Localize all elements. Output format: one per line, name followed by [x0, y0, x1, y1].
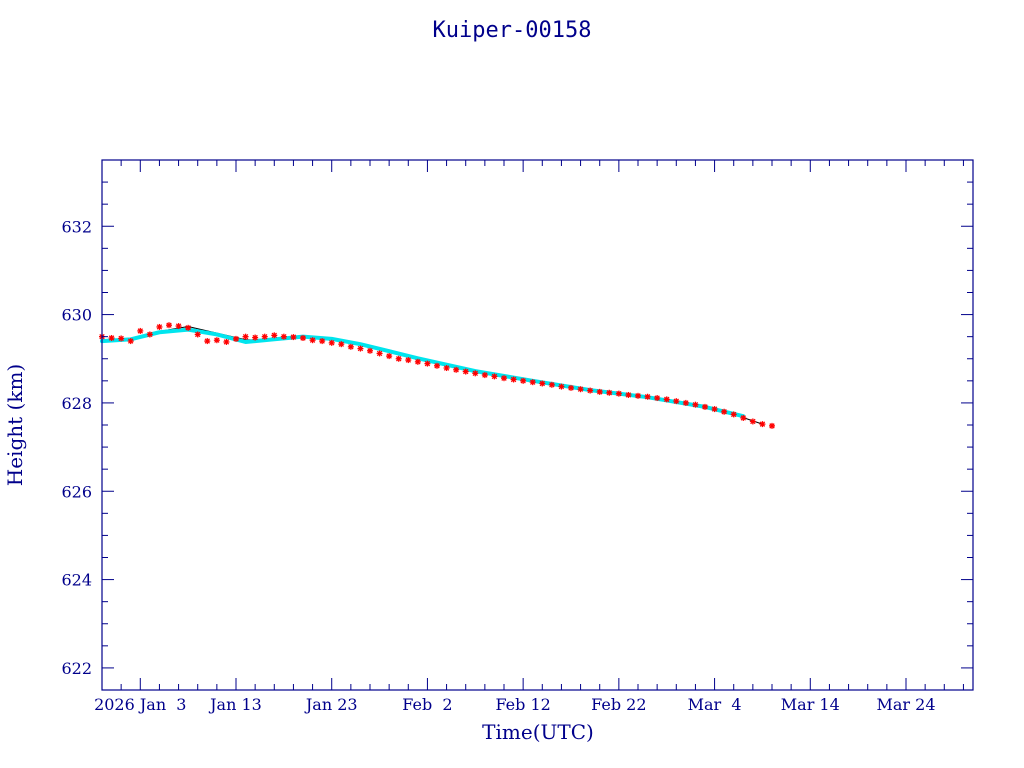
data-point — [472, 370, 479, 377]
data-point — [769, 422, 775, 429]
data-point — [635, 392, 641, 399]
data-point — [242, 333, 249, 340]
data-point — [606, 389, 613, 396]
y-tick-label: 622 — [61, 659, 92, 678]
data-point — [615, 390, 622, 397]
x-axis-label: Time(UTC) — [482, 720, 594, 744]
data-point — [501, 375, 507, 382]
trace-line — [100, 327, 746, 419]
x-tick-label: Mar 24 — [876, 695, 935, 714]
data-point — [166, 322, 172, 329]
data-point — [663, 396, 670, 403]
data-point — [338, 341, 345, 348]
chart-title: Kuiper-00158 — [433, 18, 592, 43]
data-point — [711, 406, 718, 413]
data-point — [300, 334, 306, 341]
data-point — [347, 343, 354, 350]
data-point — [759, 421, 766, 428]
data-point — [414, 358, 421, 365]
plot-area — [99, 322, 775, 429]
data-point — [127, 338, 134, 345]
x-tick-label: Mar 14 — [781, 695, 840, 714]
data-point — [596, 388, 603, 395]
data-point — [233, 335, 239, 342]
data-point — [376, 350, 383, 357]
data-point — [529, 379, 536, 386]
x-tick-label: Feb 12 — [495, 695, 550, 714]
data-point — [319, 338, 326, 345]
data-point — [740, 414, 747, 421]
y-tick-label: 624 — [61, 571, 92, 590]
data-point — [587, 387, 594, 394]
data-point — [548, 381, 555, 388]
data-point — [625, 391, 632, 398]
x-tick-label: Feb 22 — [591, 695, 646, 714]
data-point — [721, 408, 728, 415]
data-point — [386, 353, 393, 360]
data-point — [568, 384, 574, 391]
data-point — [702, 403, 708, 410]
x-tick-label: Jan 13 — [208, 695, 262, 714]
data-point — [462, 368, 469, 375]
data-point — [644, 393, 651, 400]
data-point — [328, 339, 335, 346]
data-point — [673, 398, 680, 405]
data-point — [194, 331, 201, 338]
data-point — [146, 331, 153, 338]
data-point — [558, 383, 565, 390]
data-point — [491, 373, 498, 380]
data-point — [108, 334, 115, 341]
data-point — [424, 360, 431, 367]
data-point — [252, 334, 259, 341]
data-point — [118, 335, 125, 342]
data-point — [682, 399, 689, 406]
data-point — [434, 362, 440, 369]
data-point — [510, 376, 517, 383]
y-tick-label: 630 — [61, 306, 92, 325]
y-tick-label: 632 — [61, 217, 92, 236]
data-point — [280, 333, 287, 340]
data-point — [730, 411, 737, 418]
y-axis-label: Height (km) — [3, 364, 27, 486]
data-point — [137, 327, 144, 334]
data-point — [481, 372, 488, 379]
data-point — [367, 347, 373, 354]
x-tick-label: Feb 2 — [402, 695, 452, 714]
data-point — [749, 418, 756, 425]
y-tick-label: 626 — [61, 482, 92, 501]
plot-frame — [101, 159, 974, 691]
data-point — [692, 401, 699, 408]
data-point — [405, 357, 412, 364]
data-point — [271, 332, 278, 339]
fit-line — [101, 325, 763, 425]
data-point — [539, 380, 546, 387]
x-tick-label: 2026 Jan 3 — [94, 695, 186, 714]
data-point — [577, 386, 584, 393]
data-point — [223, 338, 230, 345]
y-tick-label: 628 — [61, 394, 92, 413]
x-tick-label: Jan 23 — [304, 695, 358, 714]
x-tick-label: Mar 4 — [688, 695, 742, 714]
data-point — [395, 355, 402, 362]
data-point — [261, 333, 268, 340]
data-point — [204, 338, 211, 345]
data-point — [175, 323, 182, 330]
data-point — [357, 345, 364, 352]
data-point — [185, 324, 192, 331]
data-point — [290, 334, 297, 341]
data-point — [654, 395, 661, 402]
data-point — [520, 377, 527, 384]
data-point — [453, 366, 460, 373]
data-point — [443, 365, 450, 372]
data-point — [213, 337, 220, 344]
data-point — [156, 323, 163, 330]
data-point — [309, 337, 316, 344]
axis-ticks: 622 624 626 628 630 632 2026 Jan 3 Jan 13 Jan 23… — [61, 159, 973, 714]
